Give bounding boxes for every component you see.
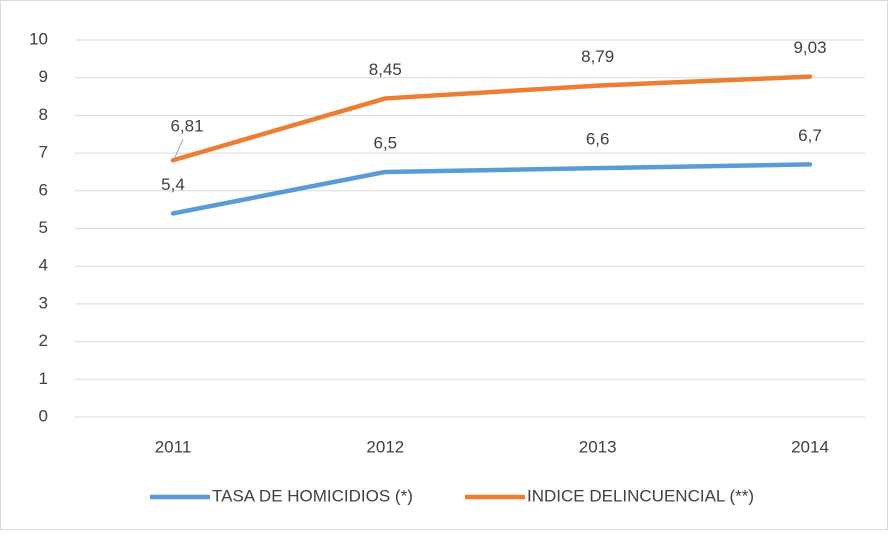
data-label: 9,03 (793, 38, 826, 57)
series-line (170, 162, 813, 216)
x-tick-label: 2012 (366, 437, 404, 456)
x-tick-label: 2011 (155, 437, 192, 456)
series-line (170, 74, 813, 163)
data-label: 8,45 (369, 60, 402, 79)
y-tick-label: 2 (39, 331, 48, 350)
y-tick-label: 4 (39, 256, 48, 275)
y-tick-label: 0 (39, 406, 48, 425)
x-tick-label: 2014 (791, 437, 829, 456)
y-tick-label: 6 (39, 180, 48, 199)
legend-label: TASA DE HOMICIDIOS (*) (212, 486, 413, 505)
y-tick-label: 10 (29, 29, 48, 48)
legend-label: INDICE DELINCUENCIAL (**) (527, 486, 754, 505)
data-label: 6,6 (586, 130, 610, 149)
data-label: 6,5 (374, 133, 398, 152)
x-tick-label: 2013 (579, 437, 617, 456)
y-tick-label: 1 (39, 369, 48, 388)
y-tick-label: 8 (39, 105, 48, 124)
y-tick-label: 7 (39, 143, 48, 162)
y-tick-label: 9 (39, 67, 48, 86)
leader-line (174, 139, 184, 158)
data-label: 5,4 (161, 175, 185, 194)
y-tick-label: 3 (39, 293, 48, 312)
data-label: 6,81 (170, 117, 203, 136)
y-tick-label: 5 (39, 218, 48, 237)
data-label: 8,79 (581, 47, 614, 66)
data-label: 6,7 (798, 126, 822, 145)
